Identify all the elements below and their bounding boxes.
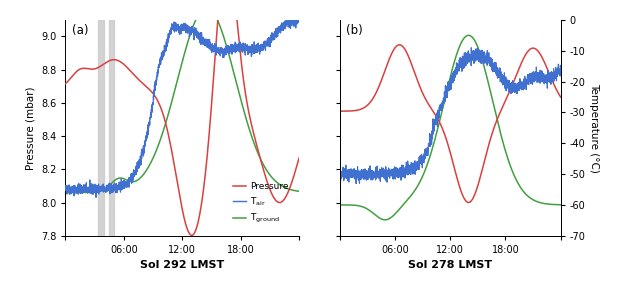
Legend: Pressure, T$_{\rm air}$, T$_{\rm ground}$: Pressure, T$_{\rm air}$, T$_{\rm ground}… bbox=[229, 178, 292, 229]
X-axis label: Sol 292 LMST: Sol 292 LMST bbox=[140, 260, 224, 270]
Bar bbox=[98, 20, 104, 236]
X-axis label: Sol 278 LMST: Sol 278 LMST bbox=[408, 260, 492, 270]
Y-axis label: Pressure (mbar): Pressure (mbar) bbox=[26, 86, 36, 170]
Y-axis label: Temperature (°C): Temperature (°C) bbox=[589, 83, 599, 173]
Text: (b): (b) bbox=[346, 24, 363, 37]
Text: (a): (a) bbox=[72, 24, 89, 37]
Bar bbox=[109, 20, 114, 236]
